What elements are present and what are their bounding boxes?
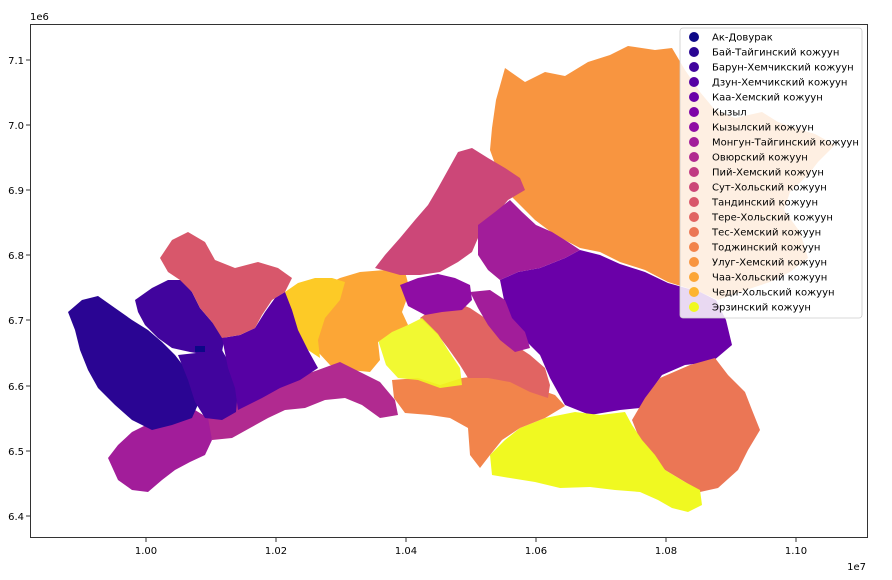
region-kyzylsky [478,200,580,280]
legend-label: Монгун-Тайгинский кожуун [712,138,859,149]
region-kyzylsky-south [470,290,530,352]
region-sut-kholsky [160,232,292,338]
region-mongun-taiginsky [108,410,212,492]
legend-marker [689,62,699,72]
legend-marker [689,257,699,267]
y-tick-label: 7.0 [8,121,24,132]
legend: Ак-Довурак Бай-Тайгинский кожуун Барун-Хем… [679,27,863,319]
legend-marker [689,47,699,57]
region-tes-khemsky [392,375,565,468]
y-tick-label: 6.8 [8,251,24,262]
region-barun-khemchiksky-south [178,350,238,420]
legend-label: Тере-Хольский кожуун [711,213,833,224]
region-chaa-kholsky [285,278,345,358]
legend-marker [689,137,699,147]
legend-label: Эрзинский кожуун [712,303,811,314]
legend-marker [689,77,699,87]
legend-marker [689,122,699,132]
x-tick-label: 1.08 [655,546,677,557]
legend-label: Тес-Хемский кожуун [711,228,821,239]
legend-label: Овюрский кожуун [712,153,808,164]
legend-label: Улуг-Хемский кожуун [712,258,827,269]
legend-label: Дзун-Хемчикский кожуун [712,78,847,89]
legend-marker [689,302,699,312]
region-dzun-khemchiksky [222,292,318,410]
legend-marker [689,107,699,117]
region-chedi-kholsky [378,318,462,388]
legend-label: Тандинский кожуун [711,198,818,209]
legend-marker [689,272,699,282]
legend-marker [689,32,699,42]
x-axis: 1.00 1.02 1.04 1.06 1.08 1.10 1e7 [135,538,866,573]
legend-marker [689,197,699,207]
region-ak-dovurak [195,346,205,352]
x-tick-label: 1.00 [135,546,157,557]
legend-label: Чеди-Хольский кожуун [712,288,835,299]
legend-marker [689,92,699,102]
y-axis: 6.4 6.5 6.6 6.7 6.8 6.9 7.0 7.1 1e6 [8,12,49,523]
region-erzinsky [490,412,702,512]
y-axis-multiplier: 1e6 [30,12,49,23]
region-bay-taiginsky [68,296,200,430]
x-tick-label: 1.10 [785,546,807,557]
region-tandinsky [420,302,550,398]
y-tick-label: 6.5 [8,447,24,458]
legend-marker [689,182,699,192]
legend-marker [689,287,699,297]
y-tick-label: 6.4 [8,512,24,523]
region-barun-khemchiksky [135,280,225,355]
y-tick-label: 6.9 [8,186,24,197]
y-tick-label: 6.7 [8,316,24,327]
legend-label: Ак-Довурак [712,33,773,44]
legend-label: Тоджинский кожуун [711,243,820,254]
legend-label: Кызылский кожуун [712,123,814,134]
legend-label: Кызыл [712,108,747,119]
legend-marker [689,167,699,177]
legend-marker [689,242,699,252]
region-layer [68,46,835,512]
x-tick-label: 1.04 [395,546,417,557]
region-kyzyl [400,274,472,315]
region-tere-kholsky [632,358,760,492]
x-tick-label: 1.06 [525,546,547,557]
x-tick-label: 1.02 [265,546,287,557]
legend-box [679,27,863,319]
region-kaa-khemsky [500,250,732,415]
region-ovyursky [205,362,398,440]
legend-marker [689,212,699,222]
legend-label: Пий-Хемский кожуун [712,168,824,179]
axes-frame [30,24,868,538]
legend-marker [689,152,699,162]
legend-label: Бай-Тайгинский кожуун [712,48,839,59]
legend-label: Каа-Хемский кожуун [712,93,823,104]
legend-marker [689,227,699,237]
legend-label: Сут-Хольский кожуун [712,183,827,194]
region-piy-khemsky [375,148,525,275]
legend-label: Барун-Хемчикский кожуун [712,63,854,74]
x-axis-multiplier: 1e7 [847,562,866,573]
legend-label: Чаа-Хольский кожуун [712,273,827,284]
y-tick-label: 7.1 [8,56,24,67]
y-tick-label: 6.6 [8,382,24,393]
